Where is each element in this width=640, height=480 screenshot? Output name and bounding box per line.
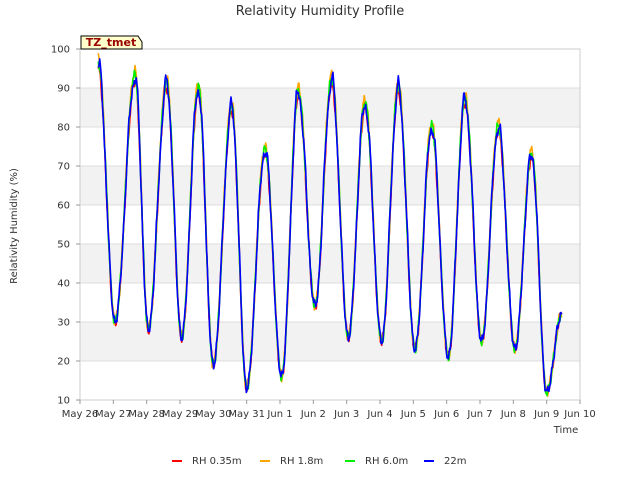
legend-item: RH 0.35m (172, 456, 242, 467)
y-tick-label: 50 (57, 240, 70, 251)
chart-title: Relativity Humidity Profile (236, 4, 404, 19)
x-axis-label: Time (553, 425, 578, 436)
legend-label: RH 6.0m (365, 456, 408, 467)
x-tick-label: Jun 2 (300, 409, 326, 420)
legend-item: RH 6.0m (345, 456, 408, 467)
x-tick-label: Jun 6 (433, 409, 459, 420)
y-tick-label: 90 (57, 84, 70, 95)
x-tick-label: Jun 5 (400, 409, 426, 420)
series-lines (97, 53, 563, 397)
plot-area-frame (79, 48, 581, 401)
band-40-50 (80, 244, 580, 283)
series-line-22m (97, 58, 563, 394)
y-tick-label: 70 (57, 162, 70, 173)
legend-label: 22m (444, 456, 466, 467)
badge-shape (80, 35, 143, 50)
x-tick-label: Jun 7 (466, 409, 492, 420)
y-tick-label: 60 (57, 201, 70, 212)
band-60-70 (80, 166, 580, 205)
legend-item: 22m (424, 456, 466, 467)
legend: RH 0.35m RH 1.8m RH 6.0m 22m (172, 456, 466, 467)
badge-label: TZ_tmet (86, 36, 136, 49)
x-tick-label: May 31 (228, 409, 265, 420)
x-tick-label: Jun 9 (533, 409, 559, 420)
legend-label: RH 1.8m (280, 456, 323, 467)
plot-background-bands (80, 88, 580, 361)
y-tick-label: 20 (57, 357, 70, 368)
x-tick-label: May 28 (128, 409, 165, 420)
y-tick-label: 10 (57, 396, 70, 407)
x-tick-label: Jun 10 (563, 409, 596, 420)
legend-label: RH 0.35m (192, 456, 242, 467)
x-tick-label: May 26 (62, 409, 99, 420)
y-tick-label: 40 (57, 279, 70, 290)
x-tick-label: May 29 (162, 409, 199, 420)
x-tick-label: May 30 (195, 409, 232, 420)
x-tick-label: Jun 1 (266, 409, 292, 420)
tz-tmet-badge: TZ_tmet (80, 35, 143, 50)
band-20-30 (80, 322, 580, 361)
legend-item: RH 1.8m (260, 456, 323, 467)
x-tick-label: Jun 3 (333, 409, 359, 420)
y-axis-label: Relativity Humidity (%) (9, 168, 20, 284)
y-tick-label: 100 (51, 45, 70, 56)
y-axis-ticks: 10 20 30 40 50 60 70 80 90 100 (51, 45, 80, 407)
x-tick-label: Jun 8 (500, 409, 526, 420)
x-tick-label: Jun 4 (366, 409, 392, 420)
y-tick-label: 80 (57, 123, 70, 134)
x-tick-label: May 27 (95, 409, 132, 420)
y-tick-label: 30 (57, 318, 70, 329)
